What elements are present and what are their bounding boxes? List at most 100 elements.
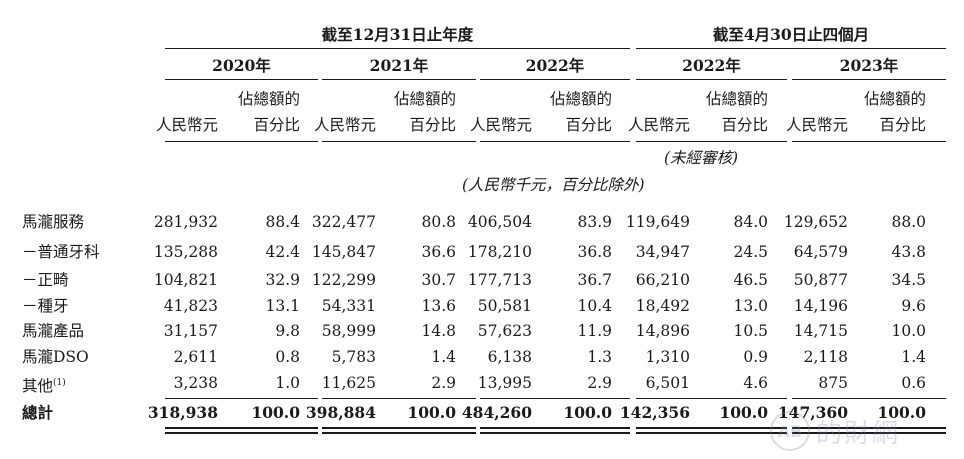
total-double-rule-2 bbox=[792, 432, 946, 434]
period-fy-rule bbox=[165, 48, 630, 49]
amount-cell: 129,652 bbox=[783, 213, 848, 231]
amount-cell: 66,210 bbox=[635, 271, 690, 289]
row-label-text: －正畸 bbox=[22, 271, 69, 289]
pct-cell: 9.6 bbox=[901, 297, 926, 315]
pct-cell: 84.0 bbox=[733, 213, 768, 231]
units-note: (人民幣千元，百分比除外) bbox=[462, 176, 645, 194]
total-amount-cell: 484,260 bbox=[461, 403, 532, 422]
pct-cell: 88.0 bbox=[891, 213, 926, 231]
row-label-text: 其他 bbox=[22, 377, 54, 396]
pct-cell: 36.8 bbox=[577, 243, 612, 261]
amount-cell: 322,477 bbox=[311, 213, 376, 231]
pct-cell: 80.8 bbox=[421, 213, 456, 231]
pct-cell: 43.8 bbox=[891, 243, 926, 261]
amount-subheader: 人民幣元 bbox=[627, 116, 690, 134]
amount-cell: 875 bbox=[818, 374, 848, 392]
pct-cell: 13.0 bbox=[733, 297, 768, 315]
amount-cell: 50,581 bbox=[477, 297, 532, 315]
amount-cell: 119,649 bbox=[625, 213, 690, 231]
pct-cell: 14.8 bbox=[421, 322, 456, 340]
amount-cell: 18,492 bbox=[635, 297, 690, 315]
amount-cell: 135,288 bbox=[153, 243, 218, 261]
pct-cell: 34.5 bbox=[891, 271, 926, 289]
pct-cell: 10.4 bbox=[577, 297, 612, 315]
amount-cell: 5,783 bbox=[331, 348, 376, 366]
period-header-fy: 截至12月31日止年度 bbox=[321, 25, 474, 44]
total-amount-cell: 318,938 bbox=[147, 403, 218, 422]
pct-subheader-line2: 百分比 bbox=[409, 116, 456, 134]
pct-cell: 10.5 bbox=[733, 322, 768, 340]
row-label-text: －普通牙科 bbox=[22, 243, 100, 261]
subheader-rule bbox=[322, 141, 476, 142]
pct-cell: 4.6 bbox=[743, 374, 768, 392]
amount-cell: 6,138 bbox=[487, 348, 532, 366]
pct-cell: 1.0 bbox=[275, 374, 300, 392]
amount-cell: 3,238 bbox=[173, 374, 218, 392]
pct-subheader-line2: 百分比 bbox=[879, 116, 926, 134]
pct-cell: 83.9 bbox=[577, 213, 612, 231]
total-double-rule-1 bbox=[792, 427, 946, 429]
total-amount-cell: 398,884 bbox=[305, 403, 376, 422]
year-rule bbox=[792, 79, 946, 80]
year-header: 2021年 bbox=[369, 56, 429, 75]
total-double-rule-1 bbox=[165, 427, 318, 429]
total-double-rule-2 bbox=[480, 432, 630, 434]
amount-cell: 41,823 bbox=[163, 297, 218, 315]
year-rule bbox=[636, 79, 787, 80]
amount-cell: 281,932 bbox=[153, 213, 218, 231]
total-pct-cell: 100.0 bbox=[407, 403, 456, 422]
pct-cell: 2.9 bbox=[587, 374, 612, 392]
total-double-rule-2 bbox=[636, 432, 787, 434]
pct-cell: 30.7 bbox=[421, 271, 456, 289]
amount-cell: 145,847 bbox=[311, 243, 376, 261]
watermark-text: 的財網 bbox=[816, 418, 901, 449]
total-double-rule-1 bbox=[480, 427, 630, 429]
amount-cell: 2,611 bbox=[173, 348, 218, 366]
amount-cell: 178,210 bbox=[467, 243, 532, 261]
pct-cell: 13.6 bbox=[421, 297, 456, 315]
amount-subheader: 人民幣元 bbox=[313, 116, 376, 134]
total-double-rule-2 bbox=[165, 432, 318, 434]
pct-subheader-line1: 佔總額的 bbox=[863, 90, 926, 108]
pct-subheader-line2: 百分比 bbox=[565, 116, 612, 134]
period-4m-rule bbox=[636, 48, 946, 49]
total-pct-cell: 100.0 bbox=[719, 403, 768, 422]
total-double-rule-2 bbox=[322, 432, 476, 434]
row-label-text: 馬瀧DSO bbox=[22, 348, 89, 366]
pct-subheader-line1: 佔總額的 bbox=[705, 90, 768, 108]
pct-cell: 0.9 bbox=[743, 348, 768, 366]
total-pct-cell: 100.0 bbox=[251, 403, 300, 422]
row-label: －正畸 bbox=[22, 271, 69, 289]
row-label-footnote: (1) bbox=[53, 378, 66, 388]
row-label-text: 馬瀧產品 bbox=[22, 322, 85, 340]
year-header: 2022年 bbox=[525, 56, 585, 75]
row-label: －種牙 bbox=[22, 297, 69, 315]
amount-cell: 57,623 bbox=[477, 322, 532, 340]
pre-total-rule bbox=[165, 398, 318, 399]
row-label: 馬瀧服務 bbox=[22, 213, 84, 231]
pct-cell: 36.7 bbox=[577, 271, 612, 289]
year-rule bbox=[322, 79, 476, 80]
amount-cell: 54,331 bbox=[321, 297, 376, 315]
amount-cell: 177,713 bbox=[467, 271, 532, 289]
amount-cell: 6,501 bbox=[645, 374, 690, 392]
row-label: －普通牙科 bbox=[22, 243, 100, 261]
amount-cell: 50,877 bbox=[793, 271, 848, 289]
pct-cell: 0.6 bbox=[901, 374, 926, 392]
pct-subheader-line1: 佔總額的 bbox=[393, 90, 456, 108]
pct-cell: 42.4 bbox=[265, 243, 300, 261]
year-header: 2020年 bbox=[212, 56, 271, 75]
total-double-rule-1 bbox=[322, 427, 476, 429]
row-label-text: －種牙 bbox=[22, 297, 69, 315]
amount-cell: 14,715 bbox=[793, 322, 848, 340]
row-label: 馬瀧產品 bbox=[22, 322, 84, 340]
subheader-rule bbox=[792, 141, 946, 142]
pre-total-rule bbox=[792, 398, 946, 399]
pre-total-rule bbox=[636, 398, 787, 399]
pct-cell: 32.9 bbox=[265, 271, 300, 289]
amount-cell: 64,579 bbox=[793, 243, 848, 261]
row-label: 馬瀧DSO bbox=[22, 348, 89, 366]
total-amount-cell: 142,356 bbox=[619, 403, 690, 422]
year-rule bbox=[165, 79, 318, 80]
